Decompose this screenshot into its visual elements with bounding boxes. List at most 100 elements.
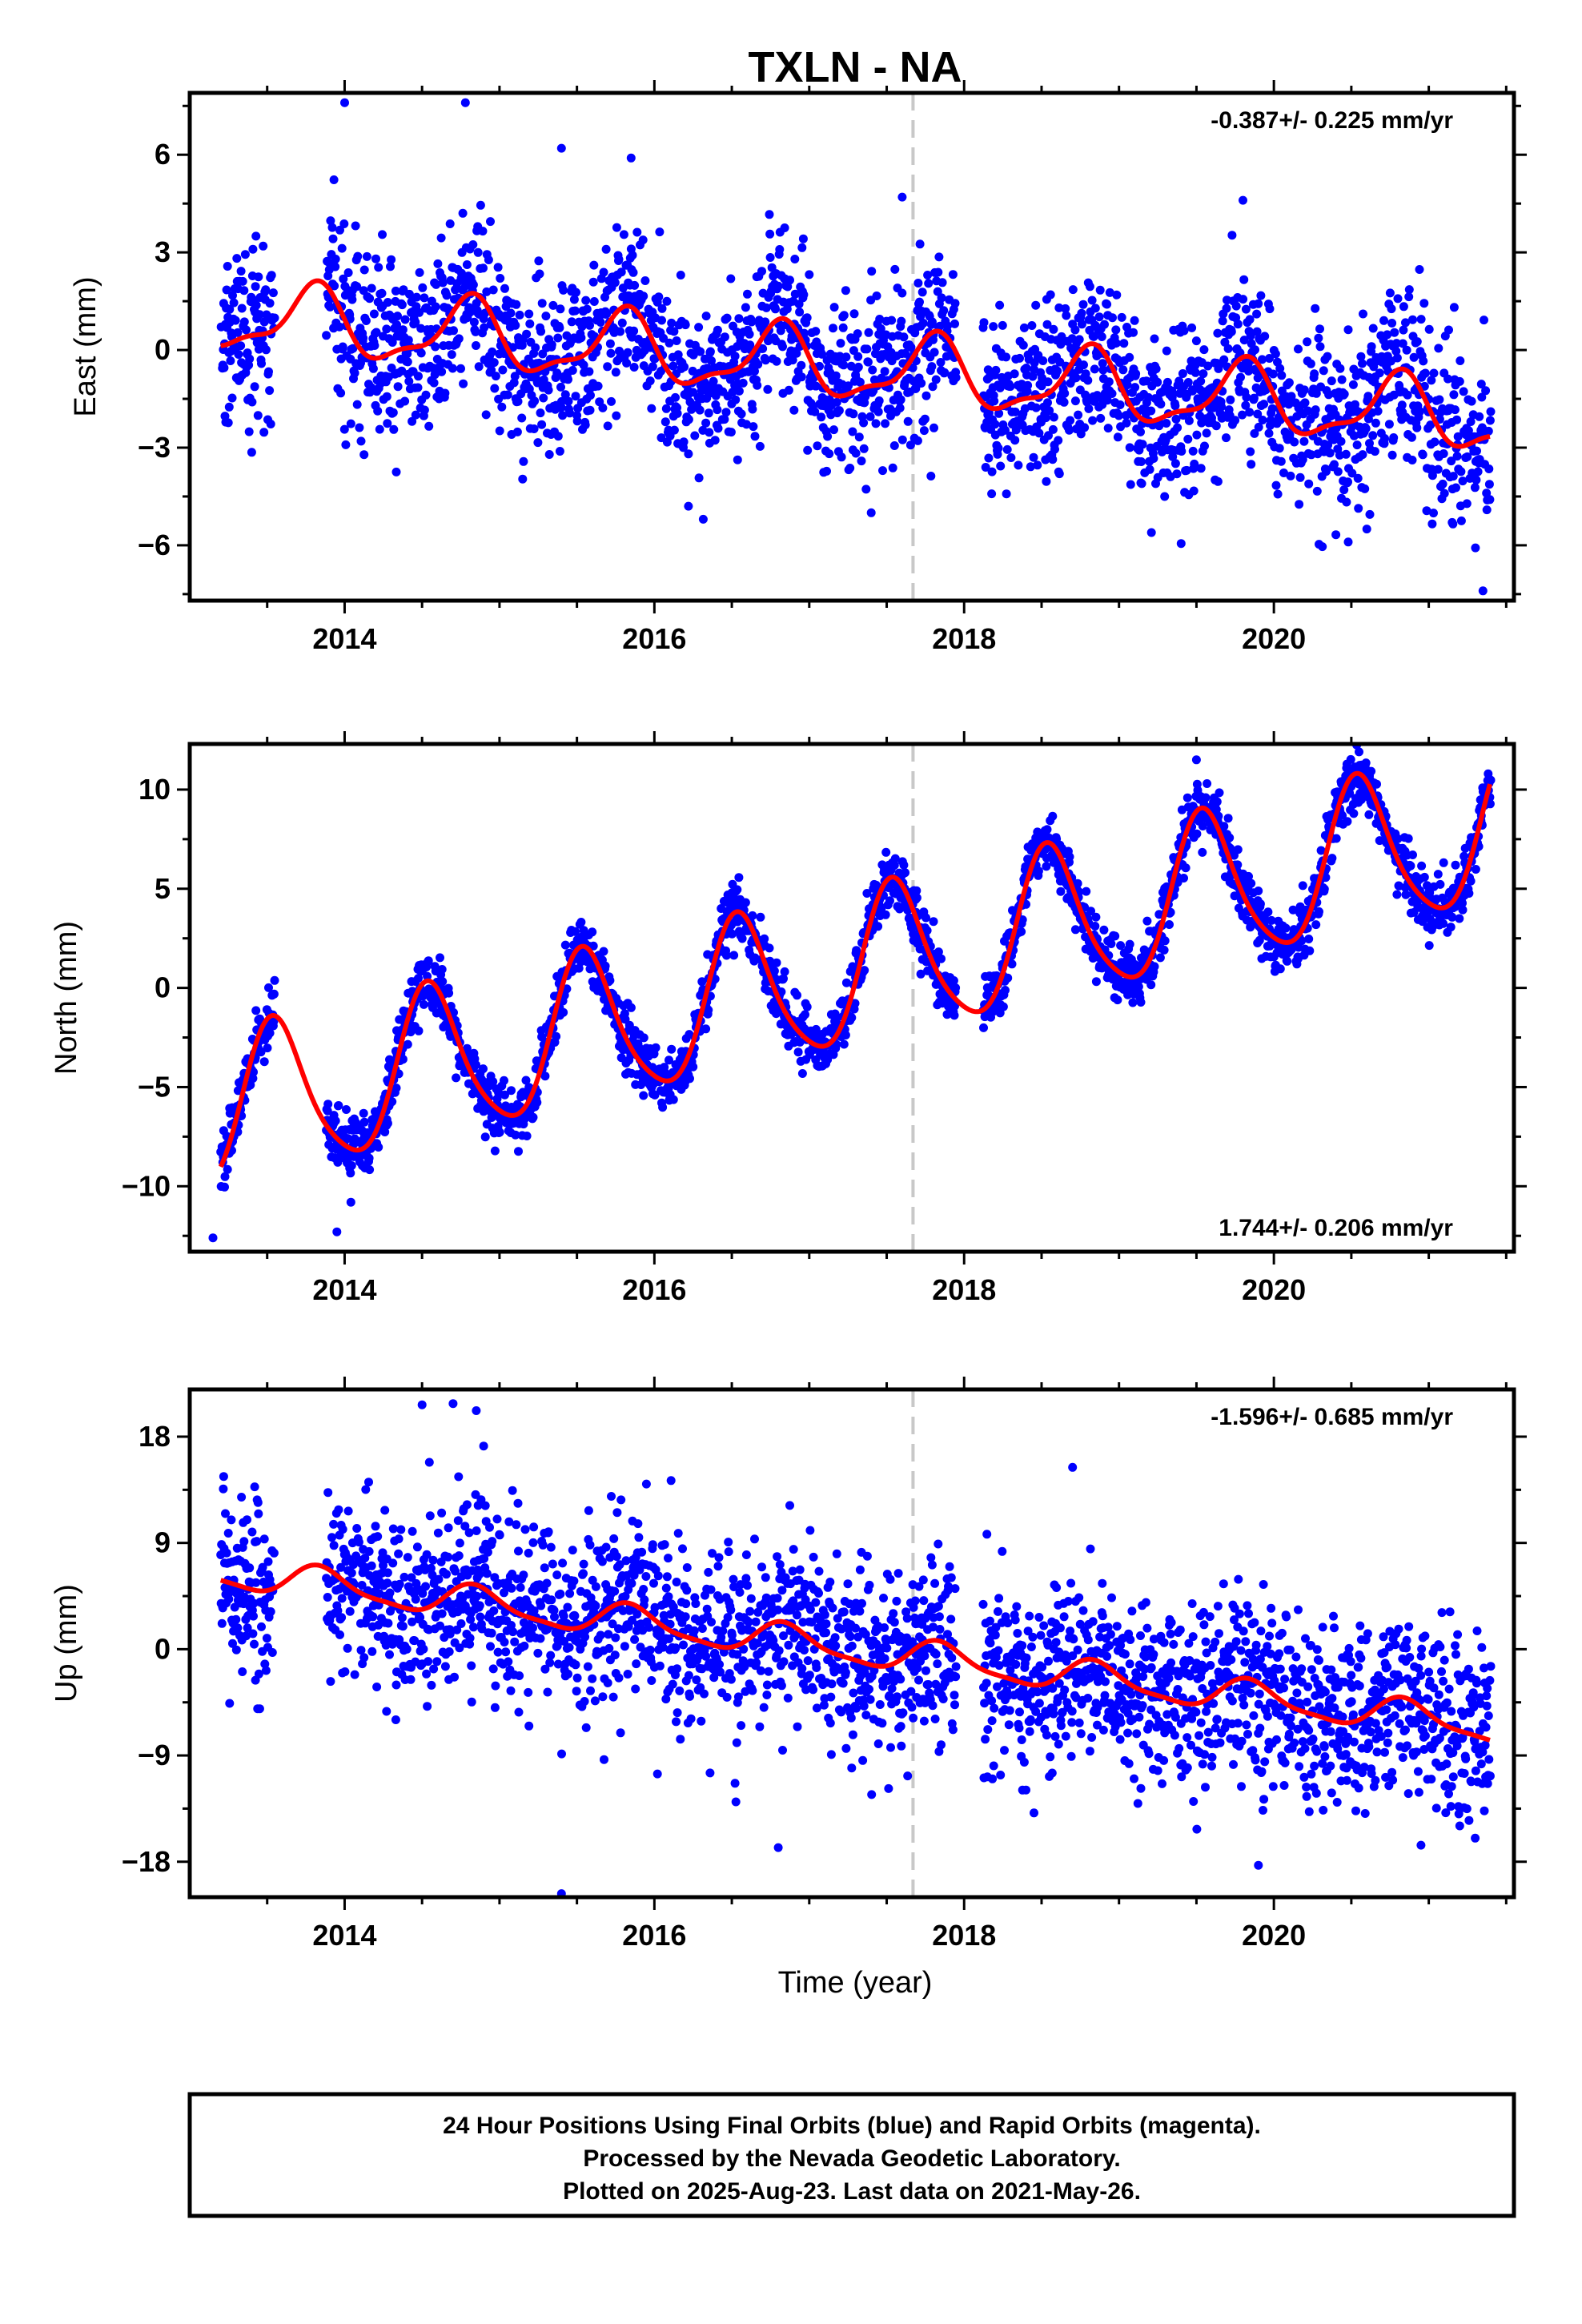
data-point — [326, 216, 335, 226]
data-point — [393, 382, 403, 392]
data-point — [1131, 369, 1141, 379]
data-point — [1213, 328, 1223, 338]
data-point — [998, 320, 1007, 330]
data-point — [1100, 320, 1109, 329]
data-point — [763, 384, 773, 394]
data-point — [817, 412, 826, 422]
data-point — [437, 965, 447, 974]
data-point — [1087, 296, 1097, 305]
data-point — [1222, 433, 1231, 443]
data-point — [915, 297, 924, 307]
data-point — [548, 300, 558, 310]
data-point — [1333, 467, 1343, 476]
data-point — [1472, 446, 1481, 456]
data-point — [1368, 431, 1378, 440]
data-point — [875, 315, 885, 324]
data-point — [233, 328, 243, 337]
data-point — [1150, 962, 1159, 971]
data-point — [1349, 809, 1359, 818]
data-point — [1451, 860, 1460, 870]
data-point — [359, 333, 368, 343]
data-point — [1217, 402, 1227, 412]
data-point — [579, 360, 588, 370]
data-point — [1486, 407, 1496, 416]
data-point — [950, 1011, 959, 1020]
data-point — [571, 306, 580, 316]
data-point — [1343, 477, 1352, 487]
data-point — [1424, 941, 1434, 951]
data-points — [216, 98, 1496, 601]
data-point — [1096, 413, 1106, 423]
data-point — [237, 304, 247, 313]
data-point — [1347, 468, 1357, 478]
data-point — [456, 364, 465, 373]
data-point — [612, 411, 621, 420]
data-point — [391, 467, 401, 476]
data-point — [325, 302, 335, 312]
data-point — [481, 410, 491, 420]
data-point — [1275, 964, 1285, 974]
data-point — [472, 1060, 480, 1070]
data-point — [780, 967, 789, 976]
data-point — [387, 338, 397, 347]
data-point — [1466, 876, 1476, 886]
data-point — [356, 436, 366, 446]
data-point — [1429, 368, 1439, 378]
data-point — [413, 383, 423, 392]
data-point — [1125, 939, 1134, 949]
data-point — [713, 325, 722, 335]
data-point — [930, 423, 938, 432]
data-point — [454, 334, 464, 344]
data-point — [1314, 333, 1323, 343]
data-point — [1477, 392, 1487, 402]
data-point — [629, 326, 639, 336]
data-point — [1160, 936, 1170, 946]
data-point — [638, 235, 648, 245]
data-point — [697, 977, 707, 987]
data-point — [648, 362, 657, 372]
data-point — [1339, 485, 1349, 495]
data-point — [571, 927, 580, 936]
data-point — [761, 303, 771, 312]
data-point — [334, 1101, 343, 1110]
data-point — [323, 1106, 332, 1116]
data-point — [1162, 346, 1171, 356]
data-point — [364, 1153, 374, 1163]
data-point — [639, 292, 648, 301]
data-point — [839, 1039, 849, 1049]
data-point — [1434, 344, 1443, 353]
data-point — [338, 342, 347, 352]
data-point — [359, 265, 369, 275]
data-point — [415, 308, 424, 317]
data-point — [1426, 420, 1435, 430]
data-point — [383, 1119, 392, 1128]
data-point — [1048, 455, 1058, 464]
data-point — [495, 426, 504, 436]
data-point — [1198, 822, 1207, 830]
data-point — [1103, 424, 1113, 433]
data-point — [987, 467, 997, 476]
data-point — [790, 255, 800, 263]
data-point — [1225, 833, 1235, 842]
data-point — [343, 1134, 353, 1144]
data-point — [571, 392, 580, 401]
data-point — [862, 344, 872, 354]
data-point — [1043, 377, 1053, 387]
data-point — [1098, 359, 1107, 368]
data-point — [919, 426, 929, 436]
data-point — [1331, 530, 1341, 540]
data-point — [509, 378, 519, 388]
data-point — [331, 255, 340, 263]
data-point — [1050, 444, 1059, 454]
data-point — [979, 318, 989, 328]
data-point — [404, 376, 414, 386]
data-point — [726, 274, 736, 283]
data-point — [437, 367, 447, 376]
data-point — [737, 934, 747, 943]
data-point — [537, 420, 547, 429]
data-point — [403, 357, 412, 367]
data-point — [373, 406, 383, 416]
data-point — [658, 1103, 668, 1112]
data-point — [931, 375, 941, 384]
data-point — [836, 339, 845, 348]
